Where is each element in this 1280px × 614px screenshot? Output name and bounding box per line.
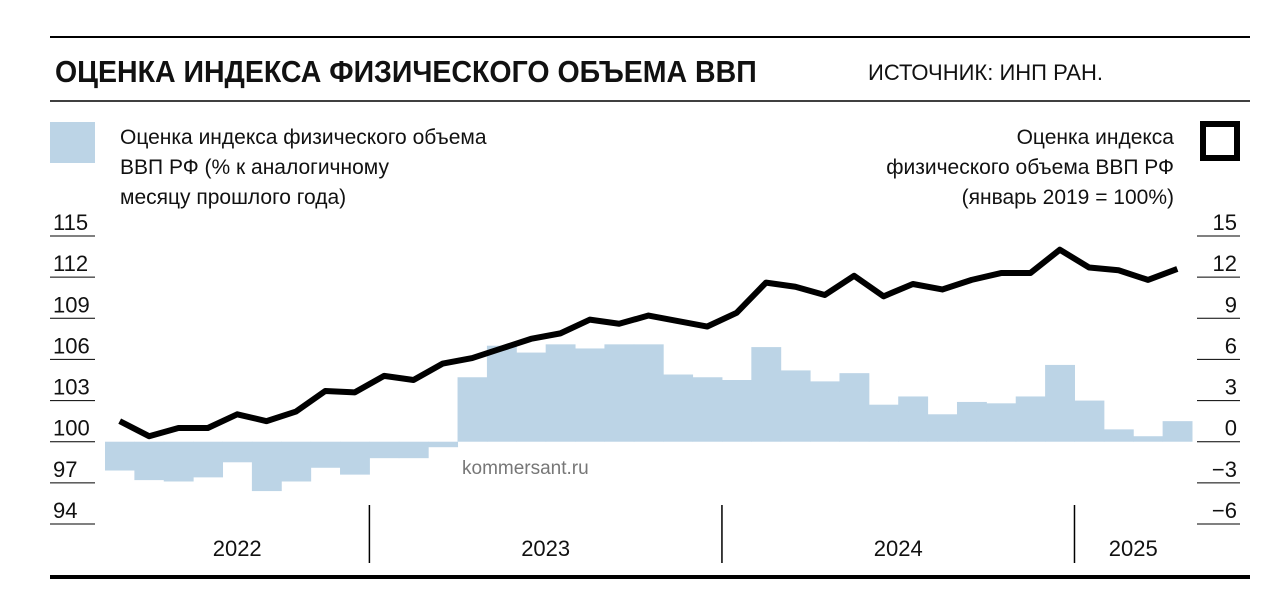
bar: [340, 441, 370, 475]
y2-tick-label: 15: [1213, 210, 1237, 235]
legend-label: Оценка индекса физического объема: [120, 126, 487, 149]
y-tick-label: 97: [53, 457, 77, 482]
bar: [633, 344, 664, 442]
bar: [575, 348, 605, 442]
y-tick-label: 115: [53, 210, 88, 235]
bar: [251, 441, 282, 492]
bar: [457, 377, 488, 442]
bar: [516, 352, 547, 442]
bar: [105, 441, 135, 471]
legend-swatch: [1200, 121, 1240, 161]
y2-tick-label: 0: [1225, 416, 1237, 441]
y-tick-label: 106: [53, 333, 90, 358]
bar: [222, 441, 253, 463]
bar: [398, 441, 429, 459]
bar: [1015, 396, 1046, 442]
y-tick-label: 103: [53, 375, 90, 400]
legend-swatch: [50, 122, 95, 163]
y2-tick-label: −3: [1212, 457, 1237, 482]
bar: [369, 441, 400, 459]
y2-tick-label: 12: [1213, 251, 1237, 276]
bar: [751, 347, 782, 442]
bar: [604, 344, 635, 442]
bar: [1045, 364, 1075, 442]
bar: [1133, 436, 1164, 442]
bar: [1162, 421, 1193, 442]
source: ИСТОЧНИК: ИНП РАН.: [868, 60, 1103, 85]
bar: [193, 441, 224, 478]
x-group-label: 2025: [1109, 536, 1158, 561]
bar: [163, 441, 194, 482]
bar: [663, 374, 694, 442]
y-tick-label: 94: [53, 498, 77, 523]
bar: [721, 380, 752, 442]
x-group-label: 2024: [874, 536, 923, 561]
y2-tick-label: 9: [1225, 292, 1237, 317]
y-tick-label: 100: [53, 416, 90, 441]
line: [118, 246, 1179, 440]
bar: [310, 441, 341, 468]
bar: [810, 381, 840, 442]
chart-title: ОЦЕНКА ИНДЕКСА ФИЗИЧЕСКОГО ОБЪЕМА ВВП: [55, 55, 757, 89]
y2-tick-label: 6: [1225, 333, 1237, 358]
bar: [780, 370, 811, 442]
legend-label: месяцу прошлого года): [120, 186, 346, 209]
x-group-label: 2022: [213, 536, 262, 561]
bar: [486, 345, 517, 442]
bar: [839, 373, 870, 442]
y2-tick-label: −6: [1212, 498, 1237, 523]
y2-tick-label: 3: [1225, 375, 1237, 400]
bar: [956, 401, 987, 442]
x-group-label: 2023: [521, 536, 570, 561]
bar: [1074, 400, 1105, 442]
legend-label: (январь 2019 = 100%): [962, 186, 1174, 209]
bar: [898, 396, 929, 442]
bar: [1103, 429, 1134, 442]
bar: [134, 441, 165, 481]
bar: [545, 344, 576, 442]
bar: [281, 441, 312, 482]
bar: [986, 403, 1017, 442]
legend-label: Оценка индекса: [1017, 126, 1175, 149]
watermark: kommersant.ru: [462, 458, 589, 479]
legend-label: ВВП РФ (% к аналогичному: [120, 156, 389, 179]
bar: [868, 404, 899, 442]
y-tick-label: 112: [53, 251, 88, 276]
y-tick-label: 109: [53, 292, 90, 317]
legend-label: физического объема ВВП РФ: [886, 156, 1174, 179]
bar: [692, 377, 723, 442]
bar: [927, 414, 958, 442]
bar: [428, 441, 459, 448]
